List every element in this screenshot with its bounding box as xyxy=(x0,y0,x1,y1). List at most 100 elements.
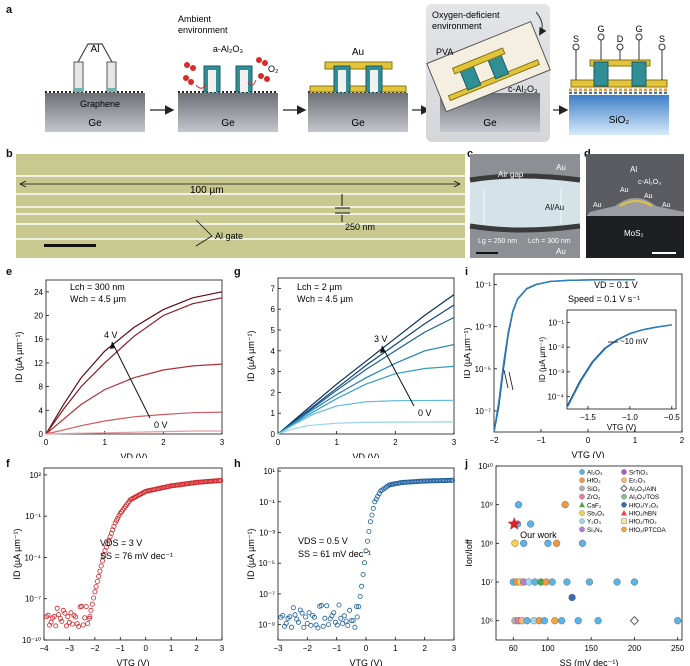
panel-b-micrograph: 100 µm 250 nm Al gate xyxy=(16,154,465,258)
h-data-point xyxy=(340,620,346,626)
j-data-point xyxy=(544,539,552,547)
g-ylabel: ID (µA µm⁻¹) xyxy=(246,330,256,381)
f-data-point xyxy=(112,520,118,526)
f-data-point xyxy=(88,607,94,613)
label-j: j xyxy=(465,458,469,470)
f-xtick-label: −3 xyxy=(65,644,75,653)
h-data-point xyxy=(369,512,375,518)
i-reverse-arrow xyxy=(508,371,514,391)
terminal-g-right: G xyxy=(635,24,642,34)
h-data-point xyxy=(372,499,378,505)
label-e: e xyxy=(6,266,13,278)
h-data-point xyxy=(352,624,358,630)
i-xlabel: VTG (V) xyxy=(572,450,605,458)
j-legend-label: Al₂O₃/TOS xyxy=(629,494,659,501)
j-data-point xyxy=(552,539,561,547)
i-ytick-label: 10⁻¹ xyxy=(475,281,491,290)
f-data-point xyxy=(91,595,97,601)
f-data-point xyxy=(116,513,122,519)
f-ylabel: ID (µA µm⁻¹) xyxy=(12,528,22,579)
j-data-point xyxy=(514,501,523,509)
j-legend-marker xyxy=(579,477,585,483)
e-bottom-label: 0 V xyxy=(154,420,168,430)
j-xtick-label: 200 xyxy=(628,644,642,653)
f-data-point xyxy=(79,603,85,609)
j-data-point xyxy=(674,617,682,625)
h-xtick-label: −1 xyxy=(332,644,342,653)
j-legend-label: Al₂O₃ xyxy=(587,470,603,477)
f-data-point xyxy=(57,616,63,622)
j-legend-marker xyxy=(621,510,627,516)
g-xlabel: VD (V) xyxy=(353,452,380,458)
d-mos2: MoS₂ xyxy=(624,229,644,238)
f-data-point xyxy=(85,620,91,626)
f-vds-label: VDS = 3 V xyxy=(100,538,142,548)
h-data-point xyxy=(299,610,305,616)
panel-d-micrograph: Al c-Al₂O₃ Au Au Au Au MoS₂ xyxy=(586,154,684,258)
j-legend-marker xyxy=(579,493,585,500)
j-frame xyxy=(495,465,683,641)
e-xlabel: VD (V) xyxy=(121,452,148,458)
g-series-line xyxy=(277,304,455,435)
j-legend-label: SiO₂ xyxy=(587,486,600,493)
j-our-work-star xyxy=(507,517,521,530)
a-oxide-label: a-Al₂O₃ xyxy=(213,44,243,54)
f-data-point xyxy=(110,527,116,533)
h-data-point xyxy=(366,529,372,535)
b-gate-label: Al gate xyxy=(215,231,243,241)
h-data-point xyxy=(354,614,360,620)
f-ytick-label: 10⁻¹ xyxy=(25,512,41,521)
h-xtick-label: 0 xyxy=(364,644,369,653)
i-inset-annotation: ~10 mV xyxy=(620,337,648,346)
f-data-point xyxy=(59,618,65,624)
g-series-line xyxy=(277,294,455,435)
terminal-s-left: S xyxy=(573,34,579,44)
pva-label: PVA xyxy=(436,47,453,57)
e-ytick-label: 24 xyxy=(34,288,43,297)
g-xtick-label: 0 xyxy=(276,438,281,447)
h-xlabel: VTG (V) xyxy=(350,658,383,666)
j-data-point xyxy=(542,578,550,586)
j-legend-marker xyxy=(579,501,585,508)
j-data-point xyxy=(523,617,531,625)
f-ss-label: SS = 76 mV dec⁻¹ xyxy=(100,551,173,561)
f-data-point xyxy=(63,623,69,629)
label-i: i xyxy=(465,266,469,278)
j-xtick-label: 250 xyxy=(671,644,685,653)
f-xtick-label: −4 xyxy=(39,644,49,653)
h-data-point xyxy=(296,619,302,625)
step2-stack: Ambient environment a-Al₂O₃ O₂ Ge xyxy=(178,14,279,132)
g-top-label: 3 V xyxy=(374,334,388,344)
h-ytick-label: 10⁻⁵ xyxy=(259,559,275,568)
j-legend-marker xyxy=(579,526,585,533)
terminal-g-left: G xyxy=(597,24,604,34)
f-data-point xyxy=(51,613,57,619)
f-data-point xyxy=(53,623,59,629)
j-legend-marker xyxy=(579,469,585,475)
j-data-point xyxy=(630,578,639,586)
h-data-point xyxy=(290,605,296,611)
g-series-line xyxy=(277,365,455,435)
g-ytick-label: 2 xyxy=(271,388,276,397)
g-xtick-label: 1 xyxy=(334,438,339,447)
h-ylabel: ID (µA µm⁻¹) xyxy=(246,528,256,579)
h-data-point xyxy=(367,519,373,525)
h-xtick-label: 2 xyxy=(422,644,427,653)
j-legend-marker xyxy=(621,502,627,508)
j-data-point xyxy=(551,617,559,625)
h-data-point xyxy=(322,615,328,621)
j-xtick-label: 100 xyxy=(541,644,555,653)
j-data-point xyxy=(563,578,571,586)
i-inset-ylabel: ID (µA µm⁻¹) xyxy=(538,336,547,382)
g-ytick-label: 5 xyxy=(271,326,276,335)
c-air-gap: Air gap xyxy=(498,170,524,179)
f-xlabel: VTG (V) xyxy=(117,658,150,666)
h-ytick-label: 10⁻⁷ xyxy=(259,590,275,599)
f-data-point xyxy=(68,610,74,616)
j-data-point-diamond xyxy=(629,615,640,626)
h-data-point xyxy=(348,618,354,624)
e-series-line xyxy=(45,411,223,435)
f-xtick-label: −2 xyxy=(90,644,100,653)
h-data-point xyxy=(334,622,340,628)
